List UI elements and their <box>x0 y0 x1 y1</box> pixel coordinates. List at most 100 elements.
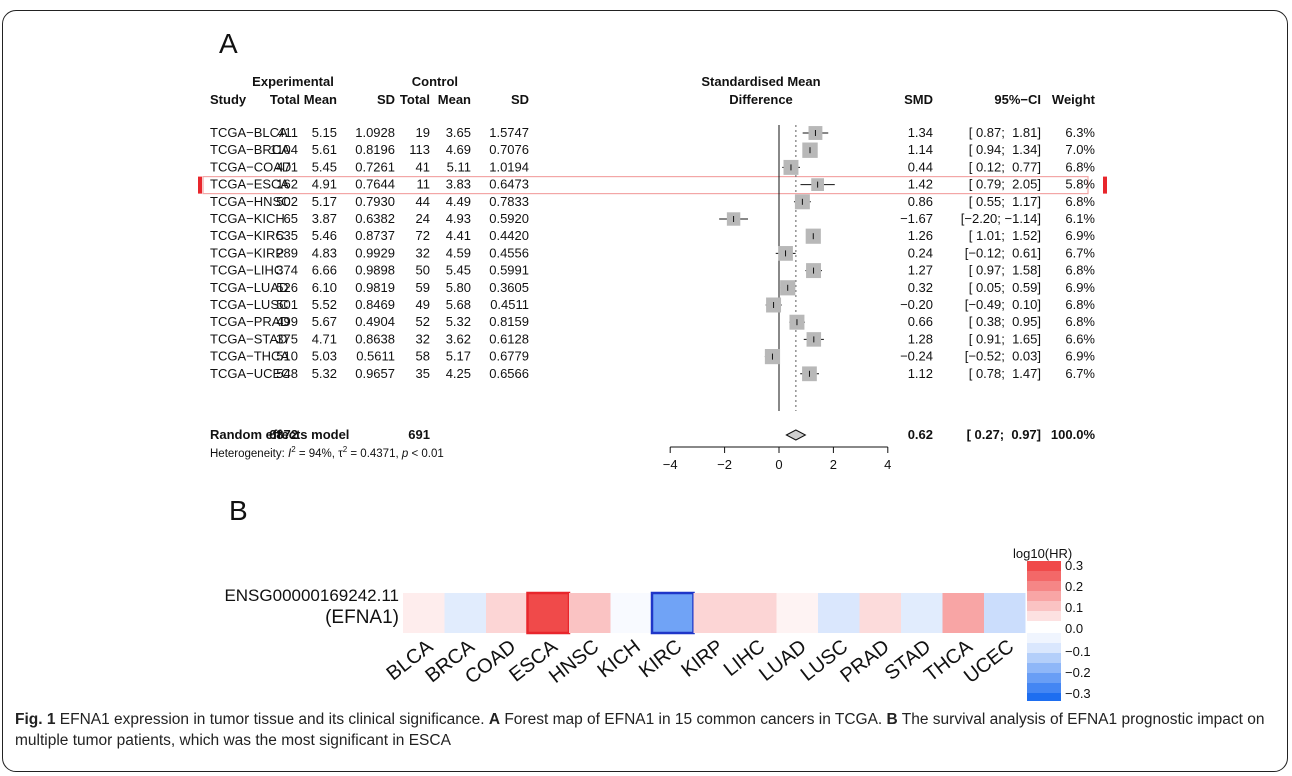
ctrl-sd: 0.5920 <box>489 211 529 226</box>
exp-sd: 0.9929 <box>355 245 395 260</box>
smd-value: 1.42 <box>908 177 933 192</box>
heatmap-category-label: KIRC <box>635 636 686 683</box>
exp-sd: 0.8638 <box>355 331 395 346</box>
ctrl-total: 58 <box>416 349 430 364</box>
ctrl-sd: 0.7833 <box>489 194 529 209</box>
exp-total: 499 <box>276 314 298 329</box>
ctrl-total: 44 <box>416 194 430 209</box>
ctrl-sd: 0.8159 <box>489 314 529 329</box>
study-name: TCGA−KIRC <box>210 228 285 243</box>
weight-value: 6.8% <box>1065 194 1095 209</box>
ctrl-sd: 0.6128 <box>489 331 529 346</box>
ctrl-total: 35 <box>416 366 430 381</box>
ci-value: [ 0.38; 0.95] <box>969 314 1041 329</box>
ci-value: [ 0.55; 1.17] <box>969 194 1041 209</box>
exp-sd: 0.7644 <box>355 177 395 192</box>
exp-sd: 0.8737 <box>355 228 395 243</box>
ctrl-mean: 5.11 <box>447 159 471 174</box>
heatmap-row-label: ENSG00000169242.11 (EFNA1) <box>224 586 399 628</box>
ctrl-mean: 5.32 <box>446 314 471 329</box>
ctrl-mean: 3.65 <box>446 125 471 140</box>
exp-sd: 0.9819 <box>355 280 395 295</box>
x-tick-label: −2 <box>717 457 732 472</box>
study-name: TCGA−BRCA <box>210 142 290 157</box>
study-name: TCGA−ESCA <box>210 177 289 192</box>
ci-value: [−0.52; 0.03] <box>965 349 1041 364</box>
highlight-row-box <box>202 176 1089 195</box>
ctrl-total: 52 <box>416 314 430 329</box>
ctrl-mean: 3.83 <box>446 177 471 192</box>
ctrl-sd: 1.0194 <box>489 159 529 174</box>
ctrl-mean: 5.68 <box>446 297 471 312</box>
exp-sd: 0.4904 <box>355 314 395 329</box>
ci-value: [−0.12; 0.61] <box>965 245 1041 260</box>
legend-swatch <box>1027 561 1061 571</box>
ci-value: [ 0.87; 1.81] <box>969 125 1041 140</box>
ci-value: [ 0.79; 2.05] <box>969 177 1041 192</box>
study-name: TCGA−UCEC <box>210 366 291 381</box>
ctrl-total: 41 <box>416 159 430 174</box>
ctrl-mean: 5.17 <box>446 349 471 364</box>
smd-value: −0.20 <box>900 297 933 312</box>
weight-value: 6.9% <box>1065 228 1095 243</box>
legend-tick-label: −0.3 <box>1065 686 1091 701</box>
ci-value: [−2.20; −1.14] <box>961 211 1041 226</box>
ctrl-sd: 0.4420 <box>489 228 529 243</box>
study-name: TCGA−THCA <box>210 349 289 364</box>
caption-label-a: A <box>488 711 501 728</box>
weight-value: 7.0% <box>1065 142 1095 157</box>
ctrl-sd: 0.5991 <box>489 263 529 278</box>
exp-total: 535 <box>276 228 298 243</box>
heatmap-category-label: LUAD <box>755 636 811 686</box>
legend-swatch <box>1027 673 1061 683</box>
exp-total: 162 <box>276 177 298 192</box>
pooled-diamond <box>785 429 807 441</box>
exp-total: 526 <box>276 280 298 295</box>
ctrl-sd: 0.6473 <box>489 177 529 192</box>
exp-sd: 0.8469 <box>355 297 395 312</box>
heatmap: BLCABRCACOADESCAHNSCKICHKIRCKIRPLIHCLUAD… <box>382 591 1026 689</box>
x-tick-label: 0 <box>775 457 782 472</box>
smd-value: 1.27 <box>908 263 933 278</box>
highlight-marker-right <box>1103 176 1107 194</box>
heatmap-cell <box>403 593 445 633</box>
legend-swatch <box>1027 591 1061 601</box>
heatmap-category-label: KICH <box>593 636 644 683</box>
weight-value: 6.1% <box>1065 211 1095 226</box>
exp-total: 1104 <box>270 142 298 157</box>
ci-value: [ 0.78; 1.47] <box>969 366 1041 381</box>
exp-total: 510 <box>276 349 298 364</box>
ci-value: [ 0.94; 1.34] <box>969 142 1041 157</box>
exp-mean: 4.91 <box>312 177 337 192</box>
exp-mean: 3.87 <box>312 211 337 226</box>
study-name: TCGA−LUSC <box>210 297 288 312</box>
ctrl-sd: 1.5747 <box>489 125 529 140</box>
header-ci: 95%−CI <box>994 92 1041 107</box>
heatmap-cell <box>901 593 943 633</box>
heatmap-cell <box>776 593 818 633</box>
forest-plot-area: −4 −2 0 2 4 <box>663 125 891 472</box>
study-name: TCGA−HNSC <box>210 194 291 209</box>
header-smd-title-2: Difference <box>729 92 793 107</box>
exp-total: 502 <box>276 194 298 209</box>
legend-swatch <box>1027 601 1061 611</box>
exp-total: 548 <box>276 366 298 381</box>
ctrl-total: 32 <box>416 245 430 260</box>
ctrl-sd: 0.4511 <box>490 297 529 312</box>
weight-value: 6.9% <box>1065 280 1095 295</box>
exp-total: 501 <box>276 297 298 312</box>
weight-value: 6.9% <box>1065 349 1095 364</box>
heterogeneity-i2: = 94%, <box>299 448 335 460</box>
exp-sd: 0.6382 <box>355 211 395 226</box>
heatmap-category-label: KIRP <box>677 636 727 682</box>
ctrl-mean: 3.62 <box>446 331 471 346</box>
weight-value: 6.8% <box>1065 159 1095 174</box>
caption-text-a: Forest map of EFNA1 in 15 common cancers… <box>504 711 883 728</box>
heatmap-cell <box>610 593 652 633</box>
figure-caption: Fig. 1 EFNA1 expression in tumor tissue … <box>15 709 1277 751</box>
heatmap-row-label-1: ENSG00000169242.11 <box>224 586 399 605</box>
ctrl-mean: 4.93 <box>446 211 471 226</box>
legend-swatch <box>1027 663 1061 673</box>
ctrl-mean: 4.49 <box>446 194 471 209</box>
heatmap-cell <box>444 593 486 633</box>
